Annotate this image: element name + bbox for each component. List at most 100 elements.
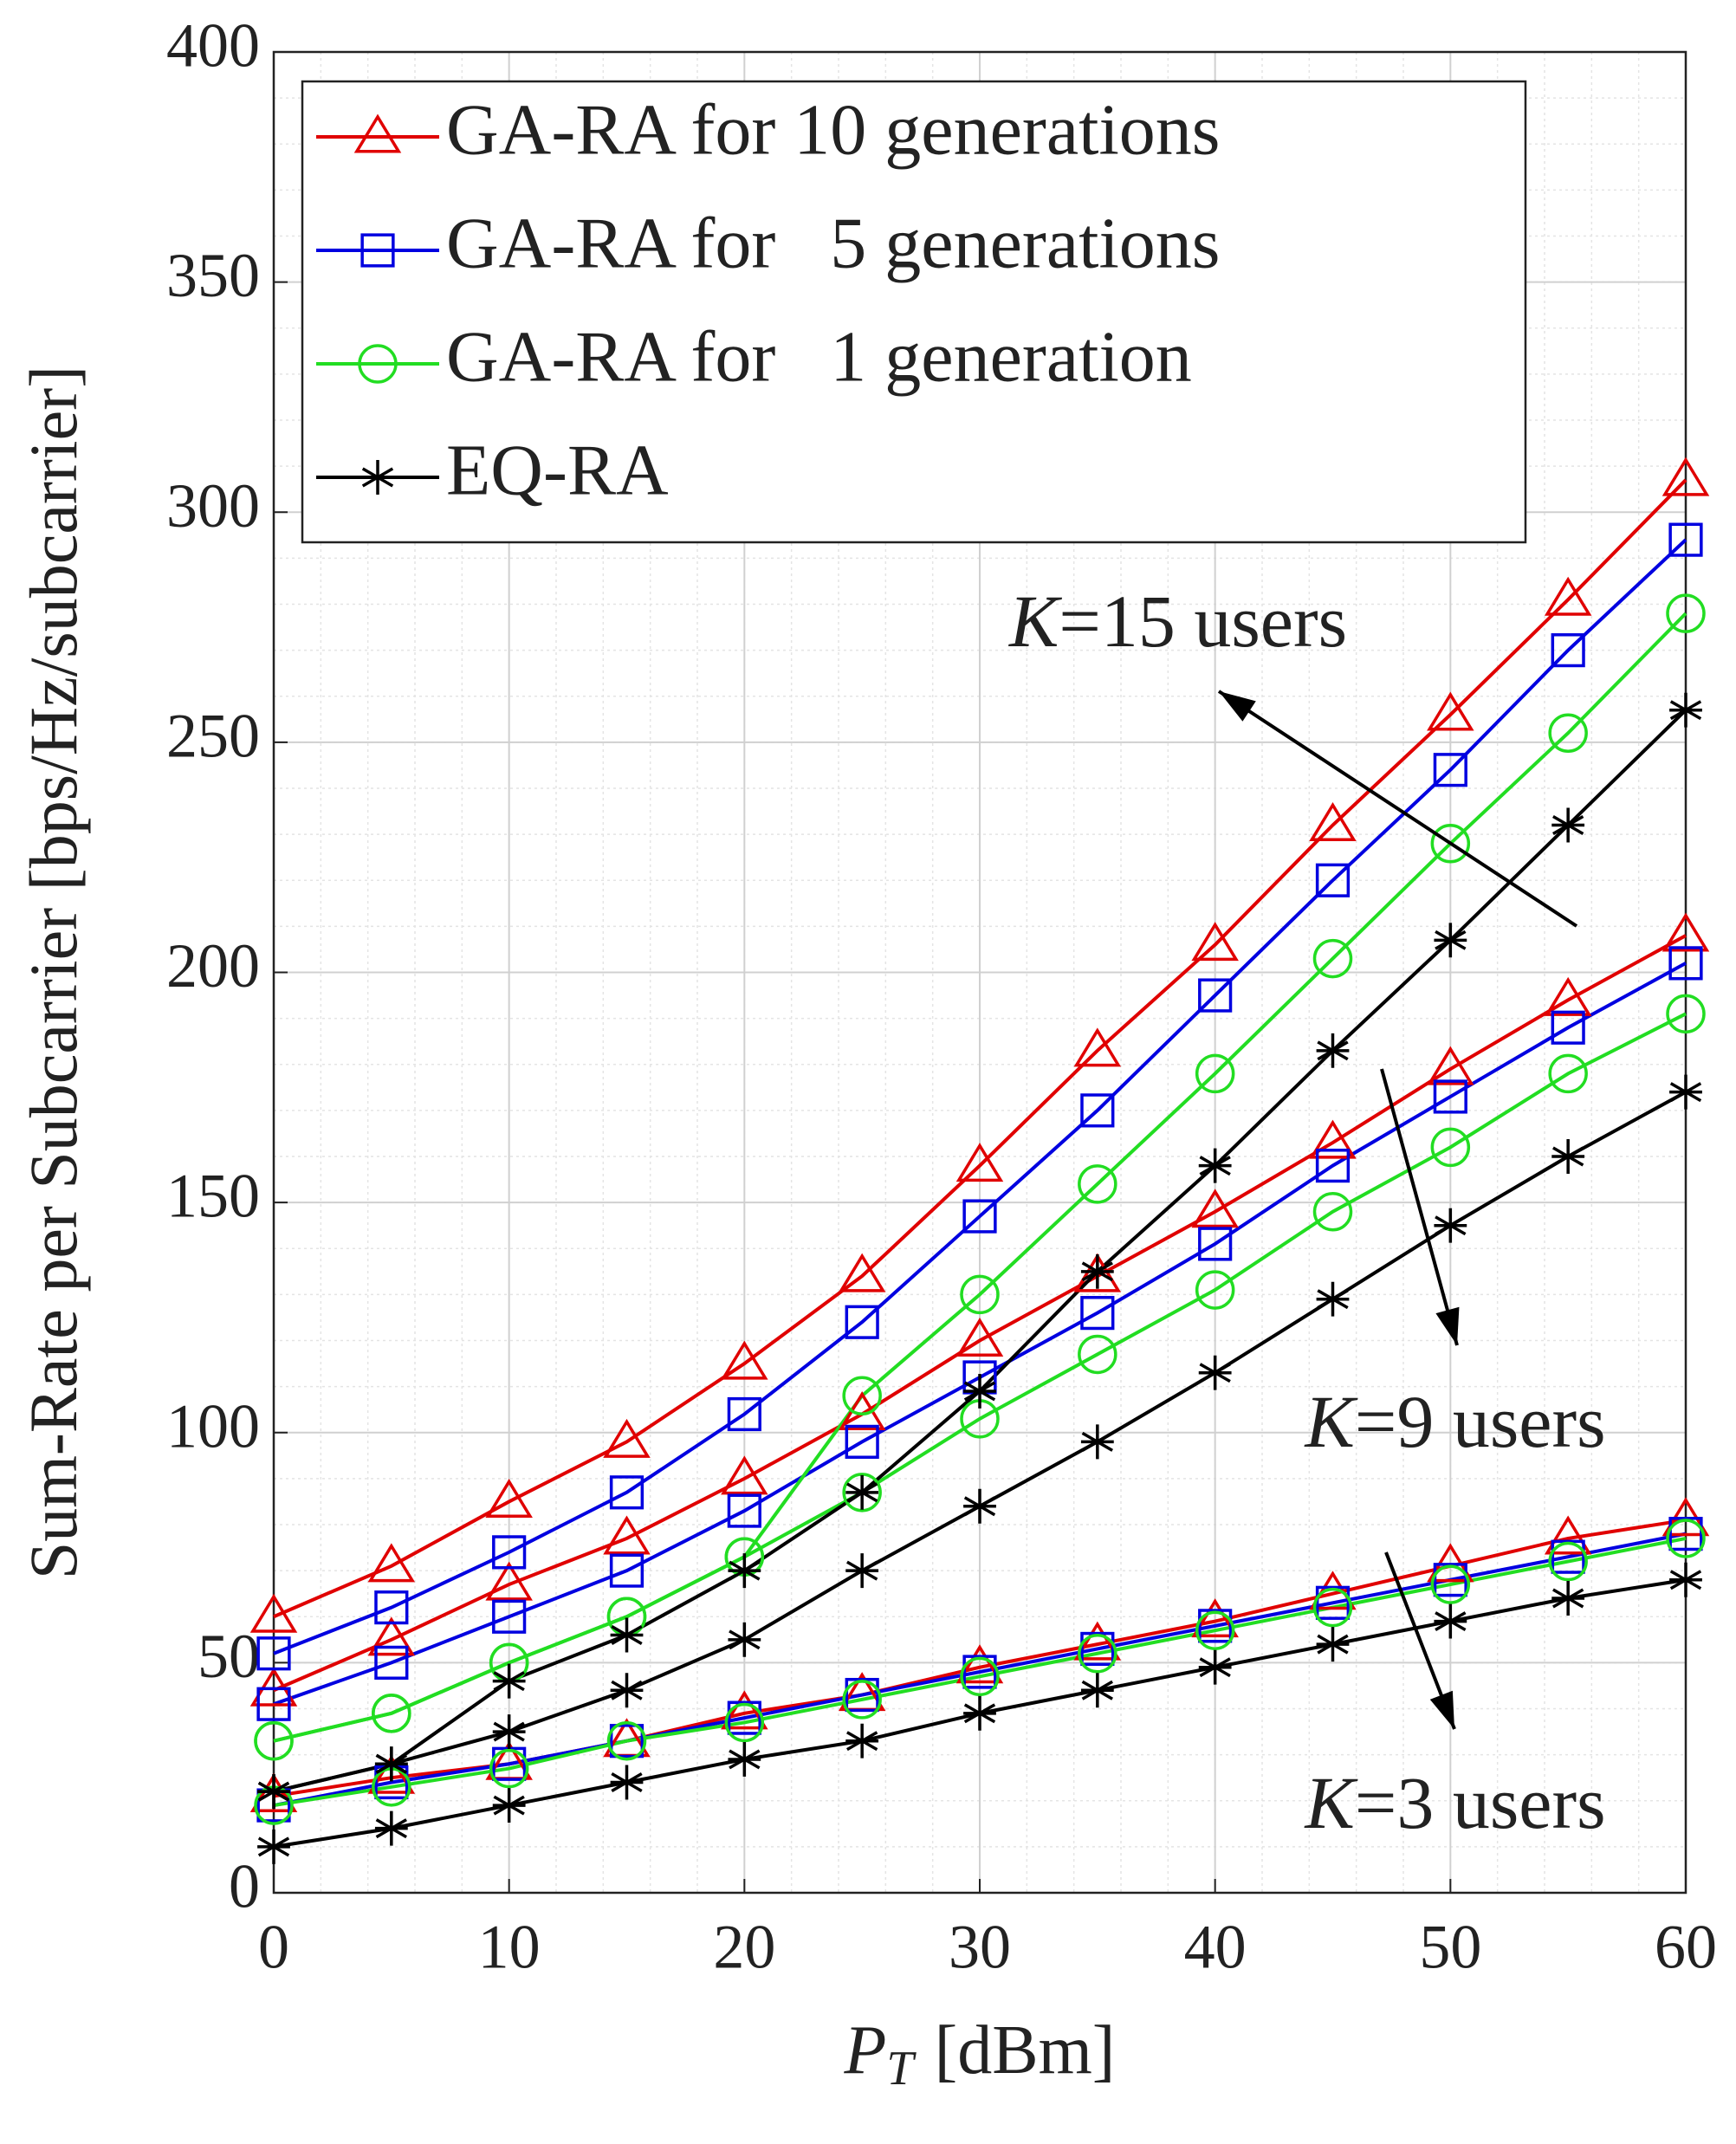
marker	[492, 1663, 526, 1699]
marker	[1195, 1053, 1235, 1094]
x-tick-label: 20	[713, 1913, 775, 1982]
marker	[955, 1318, 1004, 1357]
marker	[1668, 522, 1703, 557]
series-line	[273, 1012, 1687, 1743]
marker	[606, 1720, 647, 1761]
arrow-head	[1219, 691, 1256, 722]
marker	[838, 1253, 886, 1292]
marker	[1198, 1227, 1233, 1261]
marker	[609, 1724, 645, 1759]
marker	[1433, 1079, 1467, 1114]
arrow-head	[1429, 1690, 1454, 1729]
marker	[256, 1636, 291, 1671]
legend-label: EQ-RA	[446, 430, 669, 510]
x-label-unit: [dBm]	[935, 2012, 1116, 2089]
marker	[1080, 1253, 1114, 1289]
annotation-variable: K	[1303, 1761, 1358, 1844]
marker	[727, 1493, 761, 1528]
marker	[1666, 994, 1706, 1034]
marker	[1191, 1598, 1239, 1638]
arrow-head	[1435, 1306, 1460, 1345]
marker	[1551, 807, 1585, 843]
annotation: K=15 users	[1007, 580, 1347, 663]
marker	[963, 1373, 996, 1409]
marker	[1316, 1033, 1350, 1068]
marker	[1315, 1149, 1351, 1183]
marker	[1666, 1519, 1706, 1558]
marker	[492, 1788, 526, 1823]
marker	[492, 1714, 526, 1750]
marker	[1080, 1093, 1115, 1128]
x-tick-label: 40	[1184, 1913, 1247, 1982]
marker	[845, 1553, 879, 1589]
marker	[1430, 1127, 1471, 1168]
marker	[1668, 1517, 1703, 1551]
marker	[610, 1673, 644, 1708]
y-tick-label: 300	[166, 471, 260, 541]
marker	[492, 1599, 527, 1634]
marker	[1312, 938, 1353, 979]
marker	[360, 233, 395, 268]
marker	[1309, 1119, 1357, 1159]
y-tick-label: 200	[166, 931, 260, 1001]
marker	[1433, 753, 1467, 787]
marker	[256, 1687, 291, 1721]
marker	[1191, 922, 1239, 962]
marker	[1433, 1563, 1467, 1597]
marker	[721, 1690, 768, 1730]
arrow	[1217, 690, 1578, 928]
marker	[1198, 1148, 1232, 1183]
marker	[1191, 1189, 1239, 1228]
marker	[1669, 1074, 1702, 1110]
legend-label: GA-RA for 5 generations	[446, 203, 1220, 283]
marker	[1551, 1539, 1585, 1574]
marker	[728, 1741, 761, 1777]
marker	[728, 1553, 761, 1589]
marker	[374, 1746, 408, 1782]
marker	[962, 1655, 997, 1689]
marker	[257, 1829, 290, 1864]
marker	[845, 1474, 879, 1510]
marker	[721, 1340, 768, 1380]
marker	[1078, 1334, 1117, 1375]
marker	[727, 1700, 761, 1735]
marker	[1430, 1564, 1471, 1604]
marker	[367, 1616, 416, 1656]
marker	[960, 1274, 1000, 1315]
y-tick-label: 250	[166, 701, 260, 770]
arrow	[1380, 1068, 1459, 1346]
marker	[728, 1622, 761, 1657]
marker	[492, 1535, 527, 1570]
marker	[1316, 1627, 1350, 1662]
legend-label: GA-RA for 1 generation	[446, 316, 1192, 397]
marker	[1080, 1296, 1115, 1331]
legend-label: GA-RA for 10 generations	[446, 89, 1220, 170]
marker	[1315, 1585, 1351, 1620]
series-line	[273, 478, 1687, 1619]
marker	[955, 1644, 1004, 1684]
x-tick-label: 0	[258, 1913, 289, 1982]
marker	[962, 1199, 997, 1234]
marker	[1668, 946, 1703, 981]
marker	[724, 1702, 765, 1743]
marker	[842, 1680, 882, 1720]
marker	[257, 1774, 290, 1810]
x-label-subscript: T	[886, 2042, 917, 2095]
annotation: K=9 users	[1303, 1380, 1605, 1463]
marker	[1195, 1270, 1235, 1310]
marker	[963, 1488, 996, 1524]
marker	[842, 1473, 882, 1512]
series-line	[273, 934, 1687, 1693]
marker	[610, 1765, 644, 1800]
marker	[721, 1455, 768, 1495]
marker	[1669, 1562, 1702, 1597]
marker	[1548, 713, 1588, 753]
x-label-symbol: P	[844, 2012, 887, 2089]
x-tick-label: 60	[1655, 1913, 1717, 1982]
x-tick-label: 50	[1419, 1913, 1481, 1982]
y-tick-label: 350	[166, 241, 260, 310]
marker	[1198, 1609, 1233, 1643]
y-axis-label: Sum-Rate per Subcarrier [bps/Hz/subcarri…	[16, 366, 91, 1579]
marker	[485, 1478, 533, 1518]
plot-frame	[272, 50, 1687, 1895]
